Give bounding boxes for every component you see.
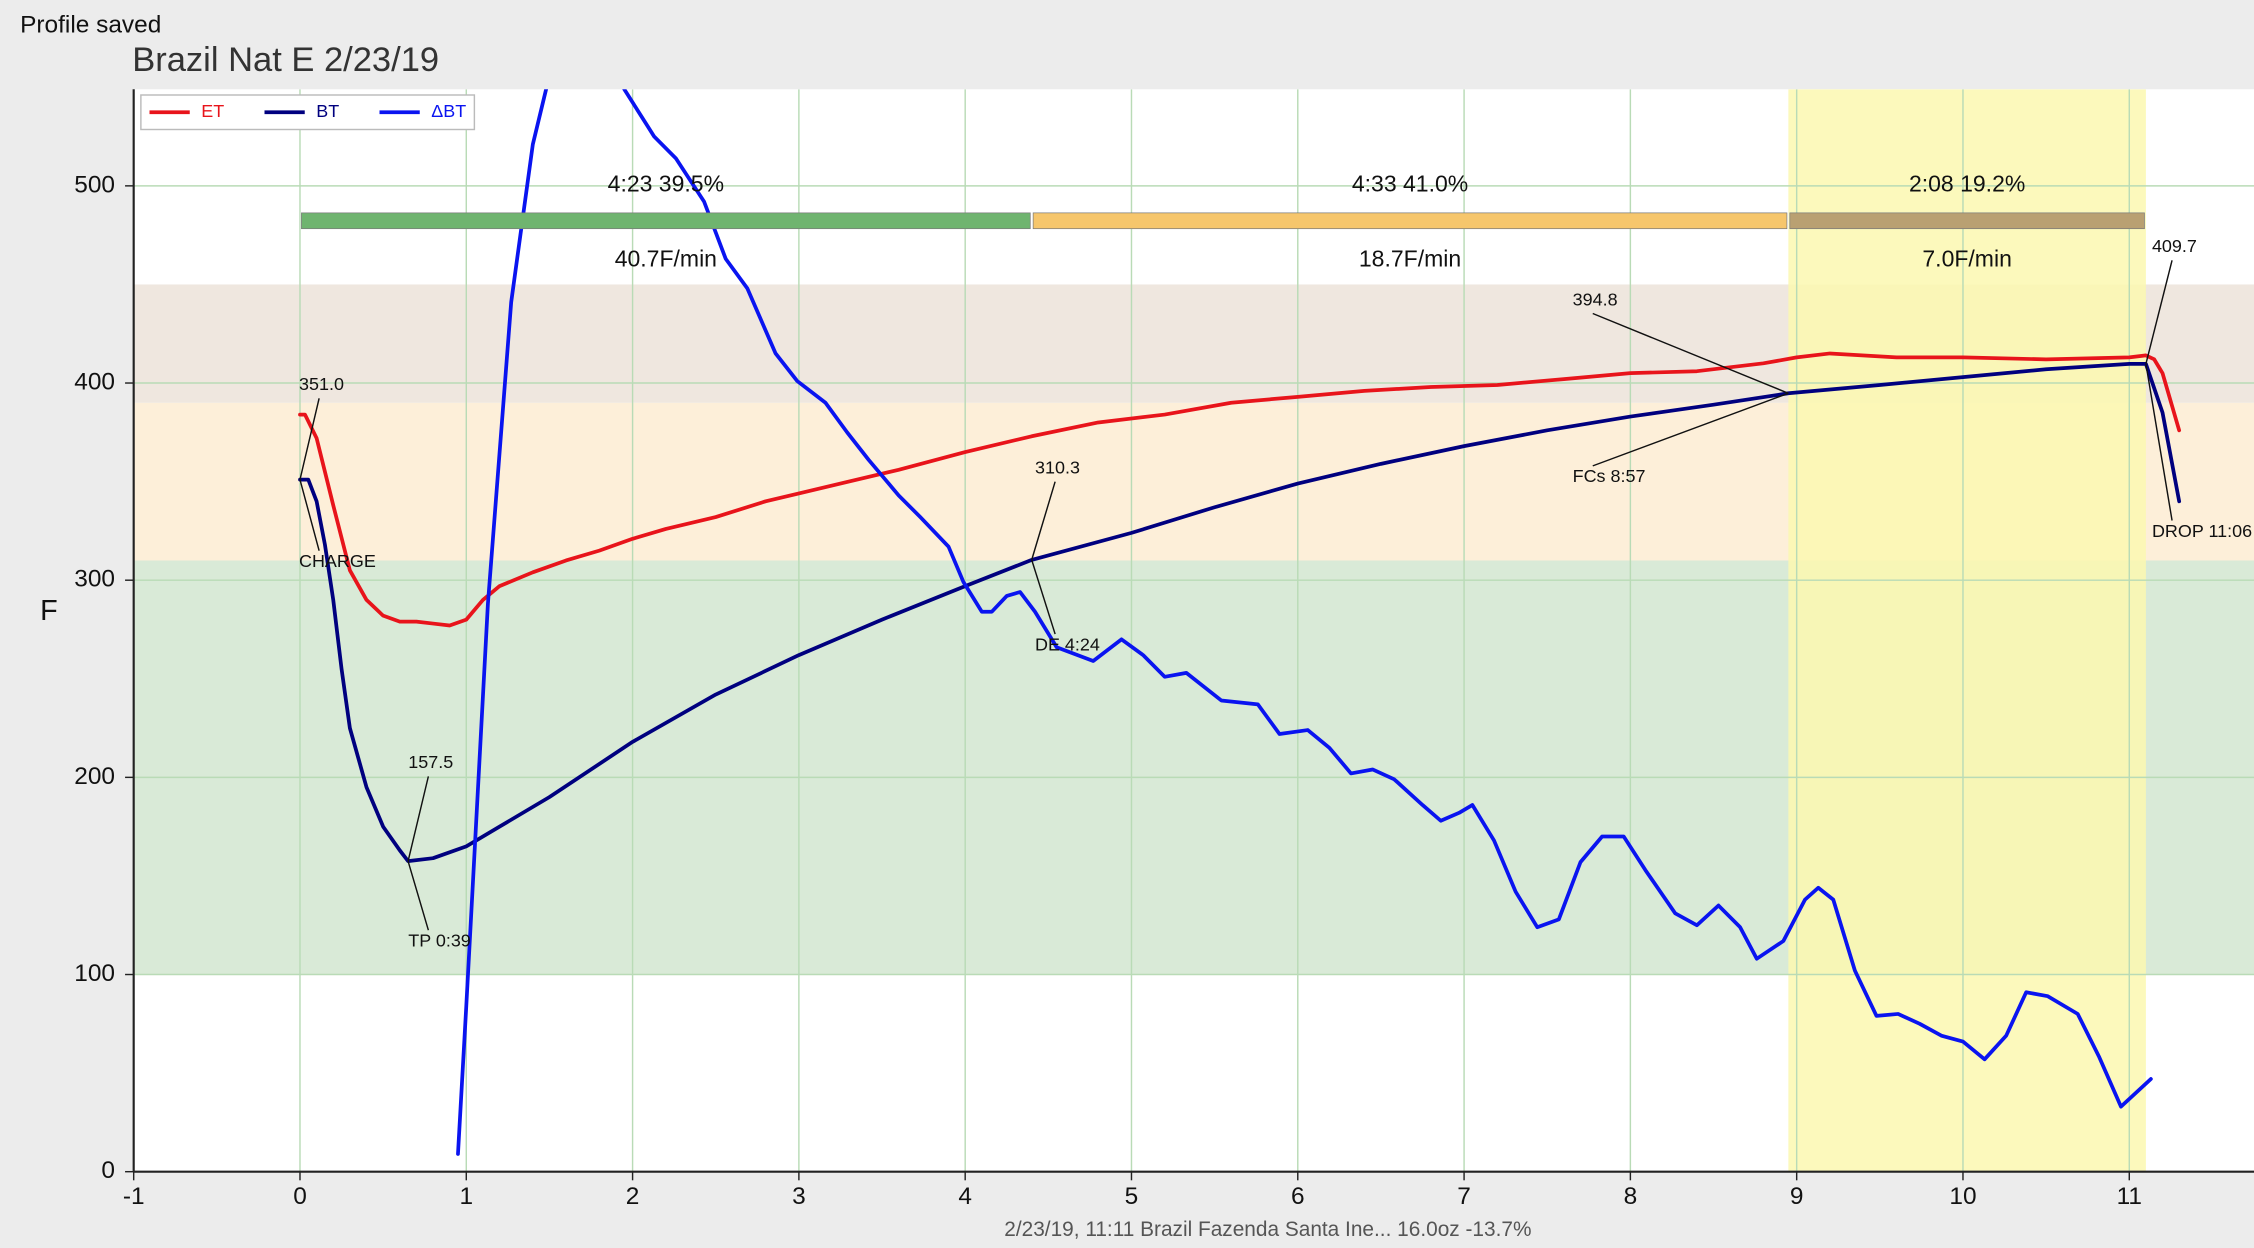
event-value: 310.3 (1035, 458, 1080, 478)
event-leader (1592, 312, 1789, 394)
y-tick-label: 0 (101, 1157, 115, 1184)
y-tick-label: 400 (74, 368, 115, 395)
phase-bar (1032, 212, 1788, 230)
event-leader (2145, 260, 2173, 365)
series-line (298, 362, 2182, 864)
phase-label: 2:08 19.2% (1909, 171, 2025, 197)
y-tick-label: 100 (74, 960, 115, 987)
phase-bar (1789, 212, 2145, 230)
x-tick-label: 3 (792, 1183, 806, 1210)
event-leader (1031, 559, 1056, 635)
chart-title: Brazil Nat E 2/23/19 (132, 41, 439, 79)
legend-box (140, 94, 476, 131)
x-tick-label: 9 (1790, 1183, 1804, 1210)
y-tick-label: 200 (74, 763, 115, 790)
series-line (456, 89, 2153, 1156)
status-message: Profile saved (20, 11, 161, 38)
event-name: DE 4:24 (1035, 634, 1100, 654)
phase-label: 4:23 39.5% (608, 171, 724, 197)
event-leader (1031, 481, 1056, 561)
event-leader (407, 776, 430, 862)
series-line (298, 351, 2182, 628)
y-tick-label: 300 (74, 566, 115, 593)
phase-rate: 7.0F/min (1922, 245, 2011, 271)
event-leader (1592, 392, 1789, 467)
event-value: 409.7 (2152, 236, 2197, 256)
development-band (1788, 89, 2146, 1172)
legend-label: BT (316, 101, 339, 121)
x-tick-label: 5 (1125, 1183, 1139, 1210)
x-tick-label: -1 (123, 1183, 145, 1210)
x-tick-label: 11 (2117, 1183, 2142, 1210)
x-tick-label: 10 (1949, 1183, 1976, 1210)
event-leader (299, 398, 320, 480)
phase-rate: 40.7F/min (615, 245, 717, 271)
event-value: 351.0 (299, 374, 344, 394)
x-tick-label: 2 (626, 1183, 640, 1210)
legend-label: ET (201, 101, 224, 121)
event-leader (407, 860, 430, 931)
x-tick-label: 0 (293, 1183, 307, 1210)
x-tick-label: 7 (1457, 1183, 1471, 1210)
phase-label: 4:33 41.0% (1352, 171, 1468, 197)
event-value: 394.8 (1573, 289, 1618, 309)
x-tick-label: 8 (1624, 1183, 1638, 1210)
y-tick-label: 500 (74, 171, 115, 198)
event-leader (299, 479, 320, 551)
event-name: TP 0:39 (408, 930, 471, 950)
y-axis-label: F (40, 595, 58, 627)
x-tick-label: 1 (459, 1183, 473, 1210)
event-name: FCs 8:57 (1573, 466, 1646, 486)
legend-label: ΔBT (431, 101, 466, 121)
event-leader (2145, 363, 2173, 521)
event-name: DROP 11:06 (2152, 521, 2252, 541)
phase-bar (301, 212, 1031, 230)
x-tick-label: 4 (958, 1183, 972, 1210)
footer: 2/23/19, 11:11 Brazil Fazenda Santa Ine.… (1004, 1218, 1531, 1241)
plot-layer (133, 89, 2254, 1172)
phase-rate: 18.7F/min (1359, 245, 1461, 271)
x-tick-label: 6 (1291, 1183, 1305, 1210)
event-value: 157.5 (408, 752, 453, 772)
event-name: CHARGE (299, 551, 376, 571)
